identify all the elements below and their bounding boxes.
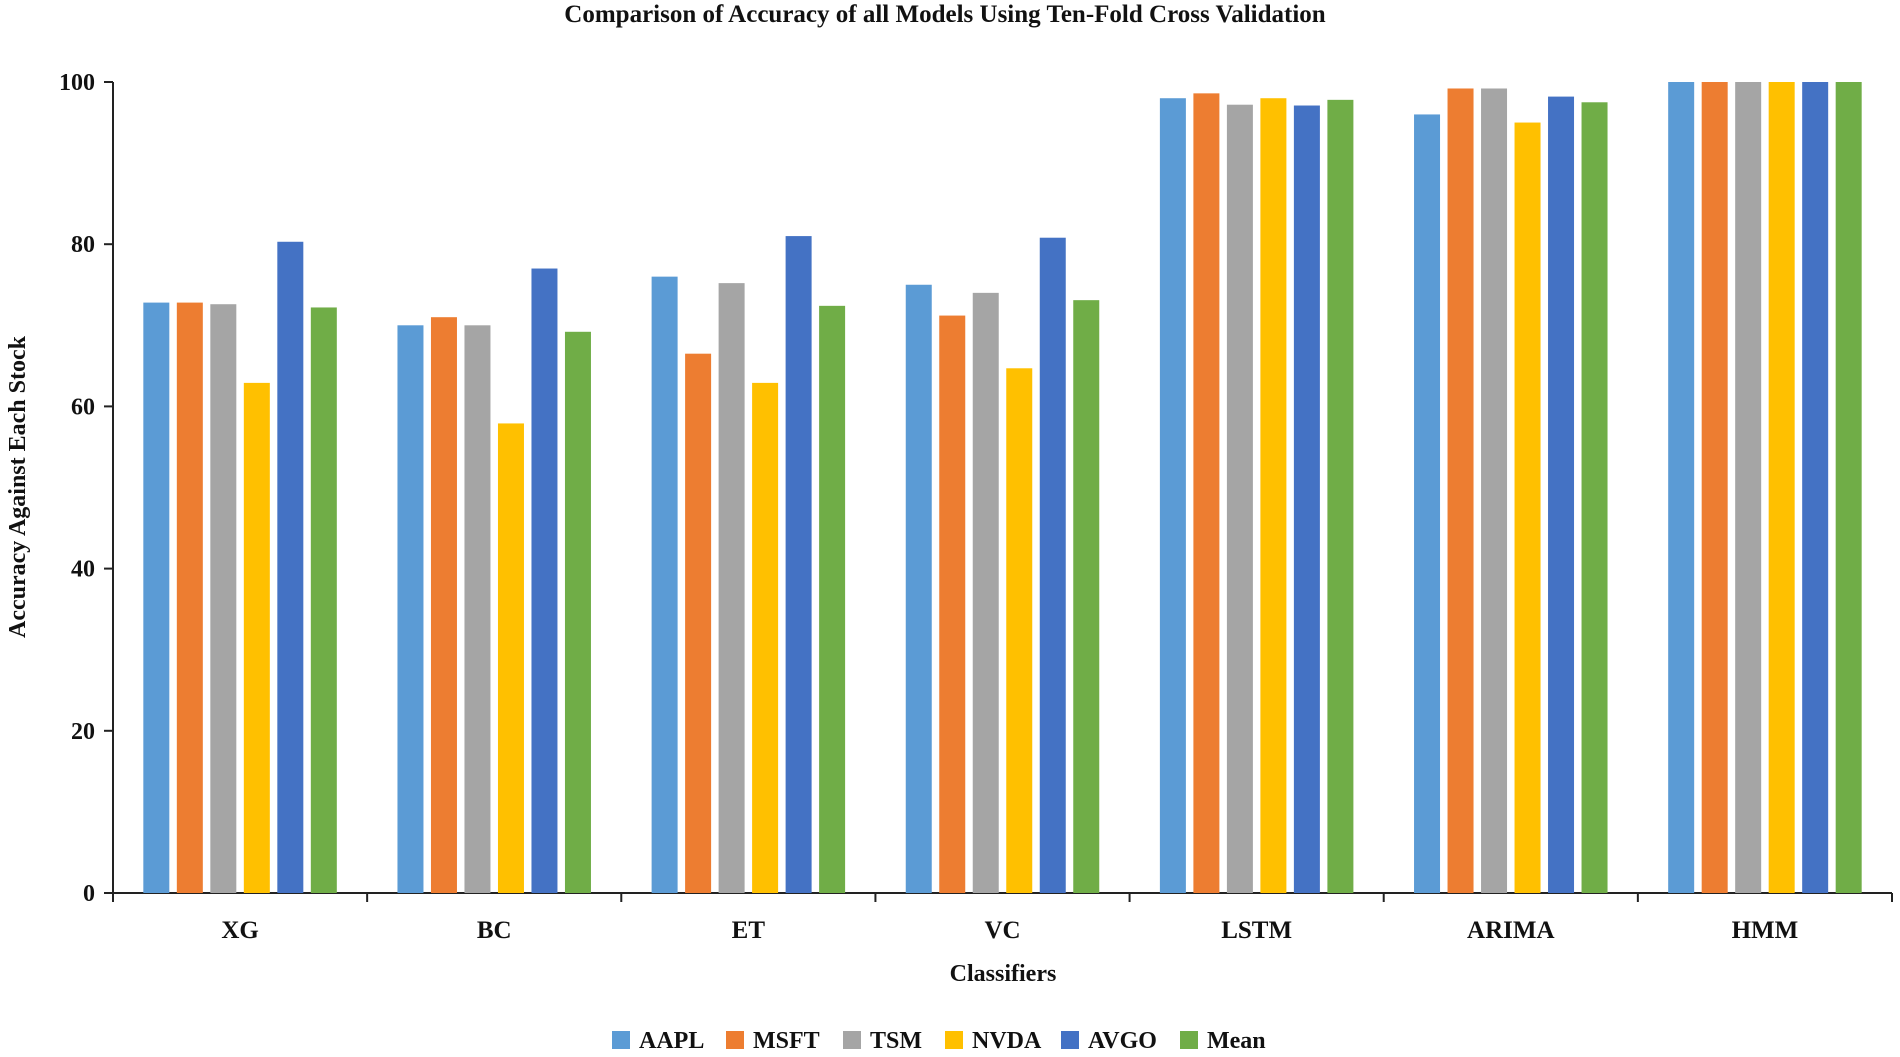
bar-avgo-xg (277, 241, 304, 894)
x-tick-label: LSTM (1221, 917, 1292, 944)
bar-tsm-lstm (1226, 104, 1253, 893)
y-tick-label: 40 (71, 557, 95, 583)
bar-mean-arima (1581, 102, 1608, 893)
x-tick-label: XG (221, 917, 259, 944)
bar-nvda-et (752, 382, 779, 893)
legend-label-mean: Mean (1207, 1028, 1266, 1054)
bar-nvda-vc (1006, 368, 1033, 894)
bar-tsm-bc (464, 325, 491, 893)
legend-swatch-avgo (1061, 1031, 1079, 1049)
legend-swatch-mean (1180, 1031, 1198, 1049)
bar-avgo-vc (1039, 237, 1066, 893)
bar-mean-vc (1073, 300, 1100, 893)
bar-tsm-hmm (1735, 82, 1762, 893)
legend-label-msft: MSFT (753, 1028, 820, 1054)
chart-title: Comparison of Accuracy of all Models Usi… (564, 1, 1326, 28)
legend-swatch-msft (726, 1031, 744, 1049)
bar-msft-hmm (1701, 82, 1728, 893)
x-tick-label: BC (477, 917, 512, 944)
bar-msft-vc (939, 315, 966, 893)
y-tick-label: 100 (59, 70, 95, 96)
bar-avgo-hmm (1802, 82, 1829, 893)
bar-mean-et (819, 305, 846, 893)
x-tick-label: ARIMA (1467, 917, 1555, 944)
plot-area: 0 20 40 60 80 100 XG BC ET VC LSTM ARIMA HMM (59, 70, 1893, 944)
bar-avgo-lstm (1293, 105, 1320, 894)
y-tick-label: 80 (71, 232, 95, 258)
bar-tsm-arima (1481, 88, 1508, 894)
x-tick-label: ET (732, 917, 766, 944)
bar-msft-arima (1447, 88, 1474, 894)
legend-swatch-nvda (945, 1031, 963, 1049)
bar-aapl-xg (143, 302, 170, 893)
x-tick-label: VC (984, 917, 1020, 944)
x-tick-label: HMM (1732, 917, 1799, 944)
bar-tsm-et (718, 283, 745, 893)
bar-mean-lstm (1327, 99, 1354, 894)
bar-msft-xg (176, 302, 203, 893)
y-tick-label: 0 (83, 881, 95, 907)
y-tick-label: 60 (71, 394, 95, 420)
bar-nvda-arima (1514, 122, 1541, 894)
bar-aapl-bc (397, 325, 424, 893)
bar-tsm-xg (210, 304, 237, 893)
bar-msft-et (685, 353, 712, 893)
bar-mean-hmm (1835, 82, 1862, 893)
bar-mean-bc (564, 331, 591, 894)
bar-aapl-arima (1414, 114, 1441, 893)
bar-mean-xg (310, 307, 337, 893)
legend-label-avgo: AVGO (1088, 1028, 1157, 1054)
bar-avgo-bc (531, 268, 558, 893)
bar-avgo-et (785, 236, 812, 894)
bar-nvda-xg (243, 382, 270, 893)
legend: AAPL MSFT TSM NVDA AVGO Mean (612, 1028, 1266, 1054)
legend-swatch-aapl (612, 1031, 630, 1049)
bar-aapl-hmm (1668, 82, 1695, 893)
bar-nvda-lstm (1260, 98, 1287, 894)
bar-nvda-hmm (1768, 82, 1795, 893)
bar-msft-lstm (1193, 93, 1220, 893)
bar-tsm-vc (972, 292, 999, 893)
legend-swatch-tsm (843, 1031, 861, 1049)
bar-aapl-vc (905, 284, 932, 893)
y-tick-label: 20 (71, 719, 95, 745)
y-axis-label: Accuracy Against Each Stock (5, 335, 31, 638)
legend-label-tsm: TSM (870, 1028, 922, 1054)
bar-aapl-lstm (1159, 98, 1186, 894)
bar-nvda-bc (497, 423, 524, 893)
legend-label-nvda: NVDA (972, 1028, 1042, 1054)
legend-label-aapl: AAPL (639, 1028, 704, 1054)
bar-aapl-et (651, 276, 678, 893)
bar-avgo-arima (1548, 96, 1575, 893)
bar-msft-bc (430, 317, 457, 893)
x-axis-label: Classifiers (950, 961, 1057, 987)
